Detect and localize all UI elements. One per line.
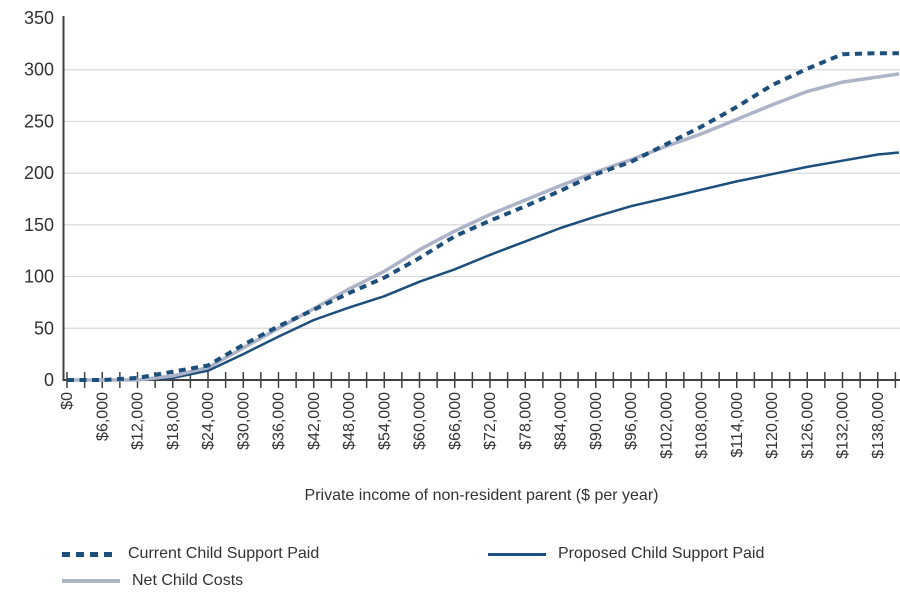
x-tick-label: $24,000 [200,392,217,450]
legend-item-proposed-child-support: Proposed Child Support Paid [488,545,764,563]
series-line-proposed-child-support-paid [67,151,900,382]
y-tick-label: 100 [24,267,54,287]
x-tick-label: $42,000 [306,392,323,450]
light-line-swatch-icon [62,579,120,583]
x-tick-label: $120,000 [764,392,781,459]
legend-label-current: Current Child Support Paid [128,545,320,562]
series-line-current-child-support-paid [67,51,899,382]
x-tick-label: $54,000 [376,392,393,450]
y-tick-label: 0 [44,370,54,390]
x-tick-label: $12,000 [130,392,147,450]
legend-item-current-child-support: Current Child Support Paid [62,545,319,563]
plot-area: 0 50 100 150 200 250 300 350 $0 $6,000 $12,000 $18,… [24,8,900,459]
series-line-net-child-costs [67,72,900,382]
x-tick-label: $132,000 [835,392,852,459]
x-tick-label: $18,000 [165,392,182,450]
x-tick-label: $102,000 [658,392,675,459]
x-axis-title: Private income of non-resident parent ($… [304,487,659,504]
x-tick-label: $114,000 [729,392,746,458]
x-tick-label: $138,000 [870,392,887,459]
x-tick-label: $60,000 [412,392,429,450]
x-tick-label: $66,000 [447,392,464,450]
x-tick-label: $78,000 [517,392,534,450]
dashed-line-swatch-icon [62,551,112,557]
x-tick-label: $30,000 [235,392,252,450]
x-tick-label: $96,000 [623,392,640,450]
y-tick-label: 350 [24,8,54,28]
x-tick-label: $48,000 [341,392,358,450]
x-tick-label: $6,000 [94,392,111,441]
y-tick-label: 200 [24,163,54,183]
x-tick-label: $84,000 [553,392,570,450]
y-tick-label: 150 [24,215,54,235]
y-tick-label: 250 [24,111,54,131]
y-tick-label: 300 [24,60,54,80]
legend-label-net: Net Child Costs [132,572,244,589]
x-tick-label: $90,000 [588,392,605,450]
x-tick-label: $108,000 [694,392,711,459]
x-tick-label: $72,000 [482,392,499,450]
y-tick-label: 50 [34,318,54,338]
x-tick-label: $0 [59,392,76,410]
dark-line-swatch-icon [488,552,546,556]
legend-label-proposed: Proposed Child Support Paid [558,545,765,562]
legend-item-net-child-costs: Net Child Costs [62,572,243,590]
x-tick-label: $126,000 [799,392,816,459]
x-tick-label: $36,000 [271,392,288,450]
